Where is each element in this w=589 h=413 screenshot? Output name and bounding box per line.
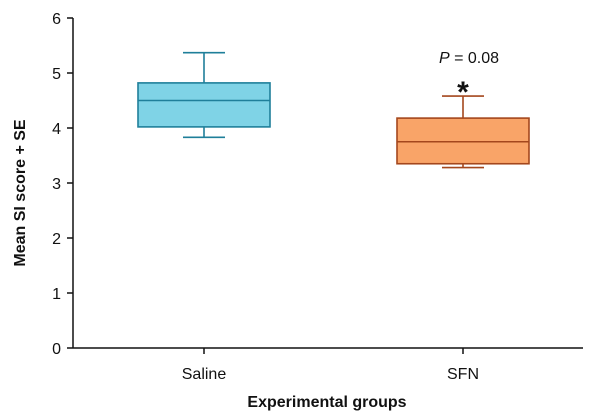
- x-axis: Saline SFN: [73, 347, 583, 383]
- y-tick-label: 2: [52, 231, 61, 248]
- p-value-symbol: P: [439, 50, 450, 67]
- box-iqr: [137, 82, 271, 128]
- y-tick-label: 5: [52, 66, 61, 83]
- box-sfn: [396, 95, 530, 169]
- box-series: [137, 51, 530, 169]
- y-tick-label: 4: [52, 121, 61, 138]
- box-saline: [137, 51, 271, 139]
- y-tick-label: 1: [52, 286, 61, 303]
- x-tick-label: SFN: [447, 366, 479, 383]
- y-tick-label: 3: [52, 176, 61, 193]
- y-axis-title: Mean SI score + SE: [12, 119, 29, 267]
- y-tick-label: 6: [52, 11, 61, 28]
- annotations: P = 0.08 *: [439, 50, 499, 109]
- p-value-label: P = 0.08: [439, 50, 499, 67]
- p-value-text: = 0.08: [450, 50, 499, 67]
- box-iqr: [396, 117, 530, 165]
- y-tick-label: 0: [52, 341, 61, 358]
- significance-marker: *: [457, 76, 469, 109]
- x-axis-title: Experimental groups: [247, 394, 406, 411]
- y-axis: 0 1 2 3 4 5 6: [52, 11, 74, 358]
- x-tick-label: Saline: [182, 366, 227, 383]
